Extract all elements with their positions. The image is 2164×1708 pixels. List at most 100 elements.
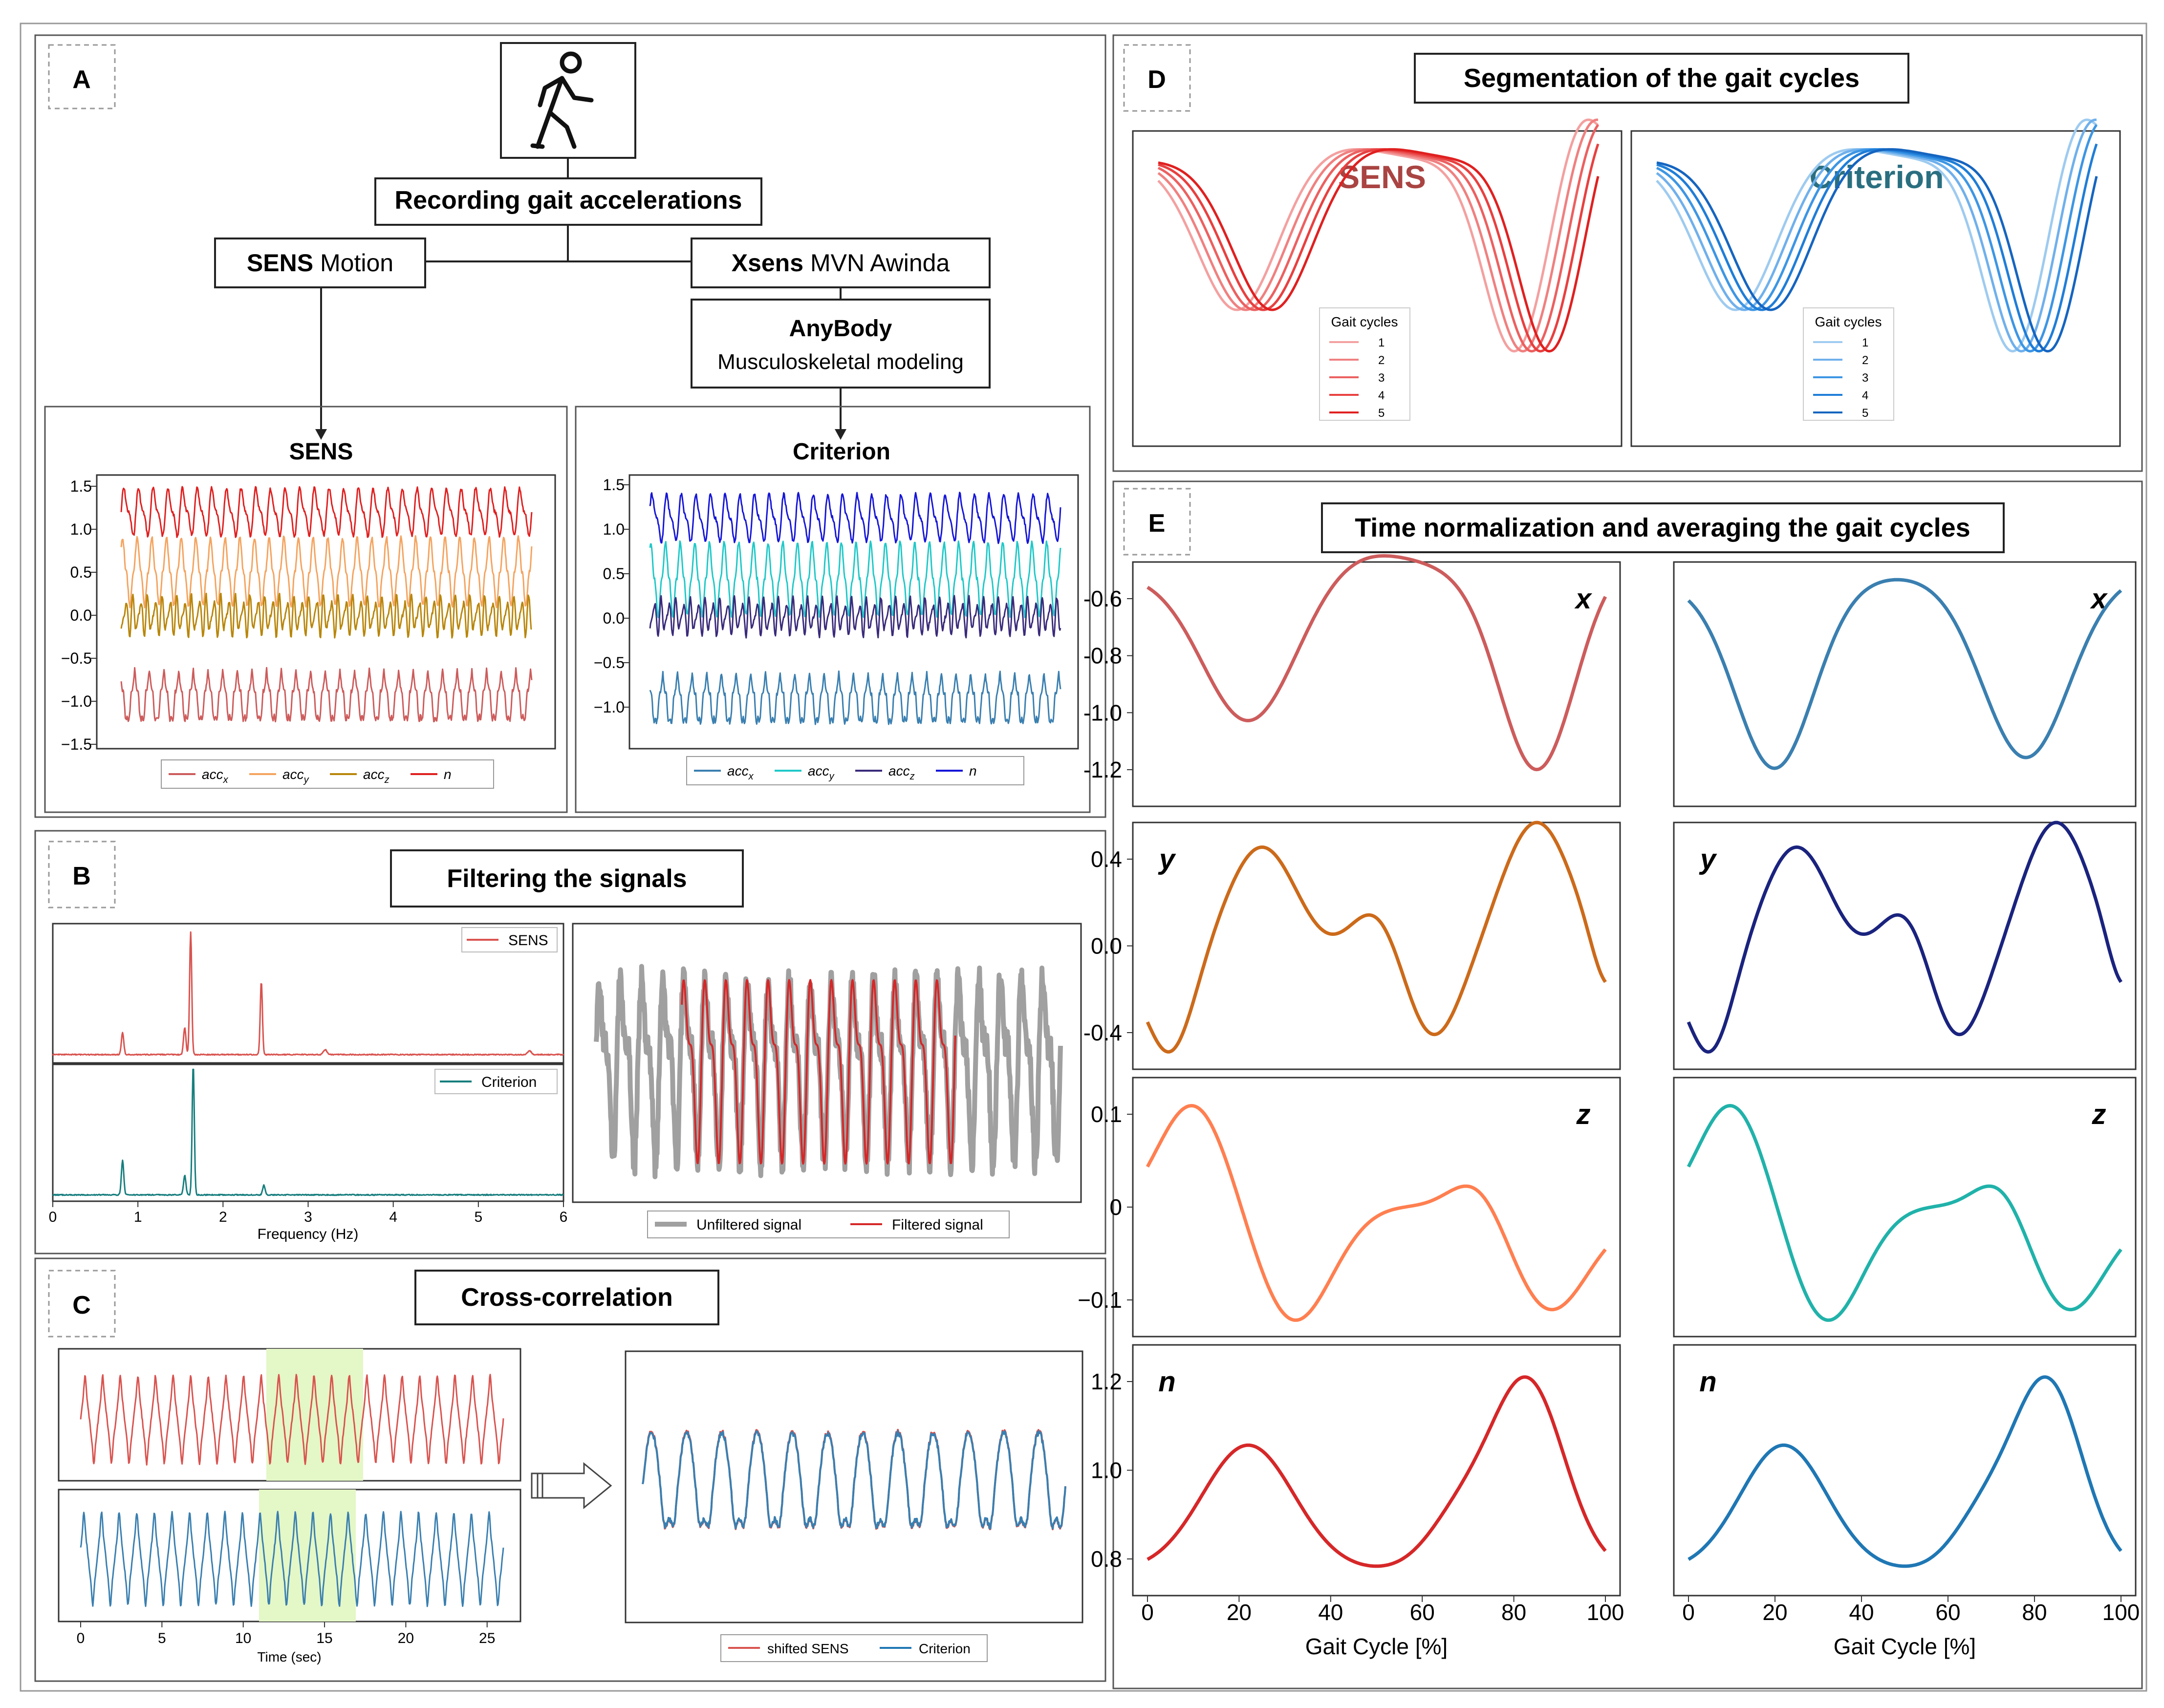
filtered-signal-line — [681, 979, 956, 1165]
panel-e: E Time normalization and averaging the g… — [1078, 480, 2143, 1689]
panel-b-letter: B — [72, 862, 91, 890]
e-ytick: −0.1 — [1078, 1287, 1122, 1313]
b-xtick: 3 — [304, 1209, 312, 1225]
panel-d: D Segmentation of the gait cycles SENS C… — [1112, 34, 2143, 472]
d-sens-label: SENS — [1338, 159, 1426, 195]
c-xlabel: Time (sec) — [257, 1649, 321, 1665]
criterion-accx-line — [649, 670, 1061, 725]
sens-plot-title: SENS — [289, 439, 353, 465]
anybody-box-sub: Musculoskeletal modeling — [717, 350, 964, 374]
recording-box-label: Recording gait accelerations — [395, 186, 742, 215]
e-row-label: n — [1699, 1366, 1716, 1398]
e-right-axes — [1673, 822, 2137, 1070]
criterion-ytick: −0.5 — [594, 654, 625, 671]
panel-e-letter: E — [1148, 509, 1166, 538]
sens-n-line — [120, 486, 533, 538]
d-criterion-label: Criterion — [1809, 159, 1944, 195]
d-criterion-legend-entry: 3 — [1862, 371, 1868, 385]
e-xtick: 0 — [1682, 1600, 1695, 1625]
e-left-axes — [1132, 1344, 1621, 1597]
d-criterion-cycle-5 — [1656, 148, 2098, 353]
sens-ytick: 1.0 — [70, 520, 92, 538]
e-right-axes — [1673, 1344, 2137, 1597]
e-xtick: 80 — [1501, 1600, 1526, 1625]
b-legend-filtered: Filtered signal — [892, 1217, 983, 1233]
e-xtick: 100 — [2102, 1600, 2140, 1625]
walking-person-icon — [530, 51, 594, 149]
e-xtick: 60 — [1935, 1600, 1960, 1625]
sens-legend: accx accy accz n — [161, 759, 494, 789]
c-xtick: 5 — [158, 1630, 166, 1646]
e-xtick: 20 — [1227, 1600, 1252, 1625]
d-sens-legend-title: Gait cycles — [1331, 314, 1398, 329]
panel-a-letter: A — [72, 65, 91, 94]
c-legend-sens: shifted SENS — [767, 1641, 849, 1656]
d-sens-legend-entry: 5 — [1378, 407, 1385, 420]
d-criterion-legend-entry: 4 — [1862, 389, 1868, 402]
b-legend-bottom: Criterion — [434, 1069, 558, 1094]
d-criterion-legend-entry: 1 — [1862, 336, 1868, 349]
c-sens-signal-line — [80, 1374, 504, 1466]
b-xtick: 0 — [49, 1209, 57, 1225]
c-criterion-overlay-line — [642, 1430, 1066, 1530]
e-ytick: 0.4 — [1091, 846, 1122, 872]
sens-ytick: −1.5 — [61, 735, 92, 753]
sens-ytick: −0.5 — [61, 649, 92, 667]
sens-ytick: 0.0 — [70, 606, 92, 624]
e-ytick: -0.4 — [1083, 1020, 1122, 1045]
panel-c-title: Cross-correlation — [461, 1283, 672, 1312]
c-legend: shifted SENS Criterion — [720, 1634, 988, 1662]
criterion-plot-title: Criterion — [793, 439, 890, 465]
e-ytick: 1.0 — [1091, 1458, 1122, 1483]
b-xtick: 4 — [389, 1209, 397, 1225]
panel-b: B Filtering the signals SENS Criterion 0… — [34, 830, 1106, 1254]
c-xtick: 25 — [479, 1630, 495, 1646]
b-xtick: 6 — [560, 1209, 568, 1225]
e-ytick: 0 — [1109, 1194, 1122, 1220]
d-sens-legend-entry: 4 — [1378, 389, 1385, 402]
criterion-ytick: 0.0 — [603, 609, 625, 627]
e-right-axes — [1673, 561, 2137, 807]
d-criterion-cycle-4 — [1656, 143, 2098, 353]
d-sens-cycle-4 — [1158, 143, 1600, 353]
criterion-legend: accx accy accz n — [686, 756, 1024, 785]
sens-accz-line — [120, 592, 532, 639]
d-criterion-legend-entry: 5 — [1862, 407, 1868, 420]
e-sens-x-line — [1147, 554, 1607, 772]
d-sens-cycle-5 — [1158, 148, 1600, 353]
e-row-label: z — [2092, 1099, 2106, 1130]
e-xtick: 40 — [1849, 1600, 1874, 1625]
sens-legend-entry: n — [444, 767, 452, 782]
e-criterion-n-line — [1688, 1375, 2122, 1568]
b-xtick: 2 — [219, 1209, 227, 1225]
d-criterion-legend-entry: 2 — [1862, 354, 1868, 367]
criterion-legend-entry: n — [969, 763, 977, 778]
d-criterion-legend-title: Gait cycles — [1815, 314, 1882, 329]
b-legend-top-label: SENS — [508, 932, 548, 949]
e-xtick: 60 — [1410, 1600, 1435, 1625]
d-sens-legend-entry: 2 — [1378, 354, 1385, 367]
panel-d-title: Segmentation of the gait cycles — [1464, 64, 1860, 93]
e-ytick: 0.0 — [1091, 933, 1122, 959]
sens-ytick: 1.5 — [70, 477, 92, 495]
e-ytick: -1.2 — [1083, 757, 1122, 782]
b-xlabel: Frequency (Hz) — [258, 1226, 359, 1242]
c-criterion-signal-line — [80, 1511, 504, 1607]
e-row-label: n — [1158, 1366, 1175, 1398]
panel-c-letter: C — [72, 1291, 91, 1319]
e-left-axes — [1132, 822, 1621, 1070]
criterion-ytick: −1.0 — [594, 698, 625, 716]
e-criterion-x-line — [1687, 578, 2122, 770]
panel-d-letter: D — [1147, 65, 1166, 94]
sens-ytick: 0.5 — [70, 563, 92, 581]
panel-e-title: Time normalization and averaging the gai… — [1355, 513, 1970, 542]
e-sens-n-line — [1147, 1375, 1607, 1568]
b-legend-unfiltered: Unfiltered signal — [696, 1217, 801, 1233]
panel-a: A Recording gait accelerations SENS Moti… — [34, 34, 1106, 818]
b-xtick: 5 — [474, 1209, 482, 1225]
e-ytick: 0.1 — [1091, 1102, 1122, 1127]
e-ytick: -1.0 — [1083, 700, 1122, 725]
c-xtick: 10 — [235, 1630, 251, 1646]
sens-ytick: −1.0 — [61, 692, 92, 710]
